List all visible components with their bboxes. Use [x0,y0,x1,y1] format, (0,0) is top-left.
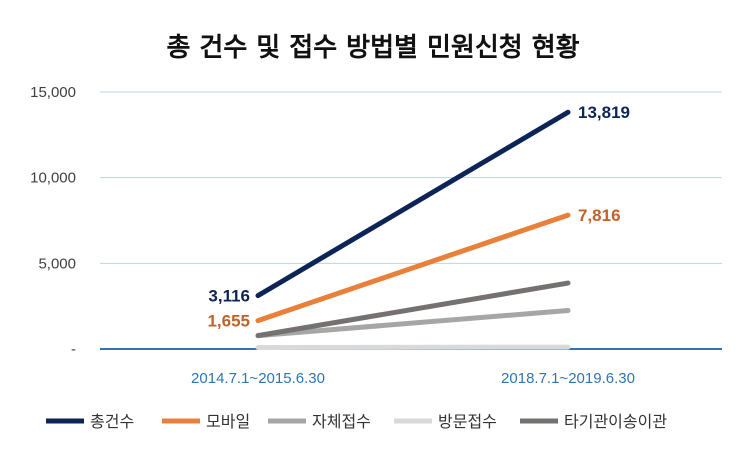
series-line [255,307,571,339]
data-label: 1,655 [207,312,250,331]
chart-title: 총 건수 및 접수 방법별 민원신청 현황 [166,33,579,63]
data-labels: 3,116 13,819 1,655 7,816 [207,103,630,330]
y-tick-label: 5,000 [38,255,76,272]
legend-label: 방문접수 [438,412,497,431]
y-tick-label: 15,000 [30,84,76,101]
series-lines [255,109,571,350]
y-tick-label: - [71,341,76,358]
x-tick-label: 2014.7.1~2015.6.30 [191,370,325,387]
series-line [255,109,571,299]
legend-label: 자체접수 [312,412,371,431]
y-axis-ticks: - 5,000 10,000 15,000 [30,84,76,358]
legend-label: 모바일 [206,412,250,431]
legend-label: 타기관이송이관 [564,412,667,431]
data-label: 7,816 [578,206,621,225]
series-line [255,280,571,339]
y-tick-label: 10,000 [30,170,76,187]
legend: 총건수 모바일 자체접수 방문접수 타기관이송이관 [46,412,667,431]
x-tick-label: 2018.7.1~2019.6.30 [501,370,635,387]
series-line [255,212,571,324]
legend-label: 총건수 [90,412,134,431]
data-label: 13,819 [578,103,630,122]
x-axis-ticks: 2014.7.1~2015.6.30 2018.7.1~2019.6.30 [191,370,635,387]
data-label: 3,116 [208,287,250,306]
grid [100,91,722,264]
